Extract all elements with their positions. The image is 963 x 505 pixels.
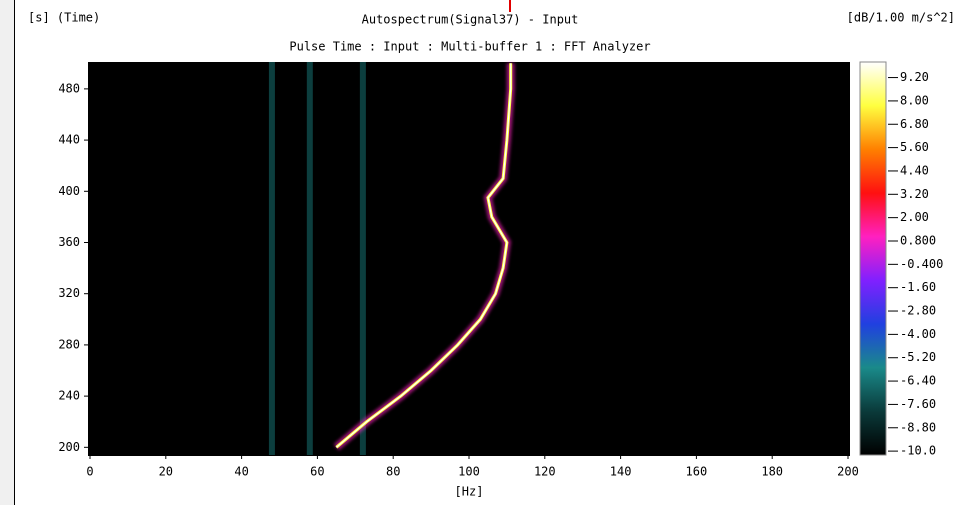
ridge-core <box>335 63 512 448</box>
colorbar-tick-label: 4.40 <box>900 163 929 177</box>
x-tick-label: 200 <box>837 465 859 479</box>
x-tick-label: 140 <box>610 465 632 479</box>
x-axis-label: [Hz] <box>455 485 484 499</box>
colorbar-tick-label: -8.80 <box>900 420 936 434</box>
y-tick-label: 480 <box>58 81 80 95</box>
colorbar-tick-label: -2.80 <box>900 304 936 318</box>
window-edge <box>0 0 14 505</box>
colorbar-tick-label: 8.00 <box>900 93 929 107</box>
x-tick-label: 100 <box>458 465 480 479</box>
x-tick-label: 60 <box>310 465 324 479</box>
x-tick-label: 120 <box>534 465 556 479</box>
colorbar-tick-label: 2.00 <box>900 210 929 224</box>
colorbar-tick-label: 3.20 <box>900 187 929 201</box>
y-tick-label: 400 <box>58 184 80 198</box>
harmonic-band <box>268 62 275 455</box>
x-tick-label: 80 <box>386 465 400 479</box>
plot-area <box>88 62 850 455</box>
y-tick-label: 240 <box>58 389 80 403</box>
colorbar-tick-label: -0.400 <box>900 257 943 271</box>
colorbar-tick-label: -5.20 <box>900 350 936 364</box>
y-tick-label: 200 <box>58 440 80 454</box>
colorbar-tick-label: 9.20 <box>900 70 929 84</box>
colorbar-tick-label: 0.800 <box>900 233 936 247</box>
x-tick-label: 40 <box>234 465 248 479</box>
y-tick-label: 320 <box>58 286 80 300</box>
colorbar-tick-label: -7.60 <box>900 397 936 411</box>
colorbar-tick-label: -10.0 <box>900 444 936 458</box>
colorbar-tick-label: -1.60 <box>900 280 936 294</box>
y-tick-label: 440 <box>58 133 80 147</box>
y-axis-label: [s] (Time) <box>28 11 100 25</box>
harmonic-band <box>306 62 313 455</box>
chart-title: Autospectrum(Signal37) - Input <box>362 13 579 27</box>
x-tick-label: 20 <box>159 465 173 479</box>
colorbar <box>859 61 887 456</box>
colorbar-tick-label: -6.40 <box>900 374 936 388</box>
colorbar-tick-label: 5.60 <box>900 140 929 154</box>
harmonic-band <box>359 62 366 455</box>
x-tick-label: 160 <box>686 465 708 479</box>
y-tick-label: 280 <box>58 337 80 351</box>
colorbar-tick-label: 6.80 <box>900 117 929 131</box>
x-tick-label: 180 <box>761 465 783 479</box>
chart-subtitle: Pulse Time : Input : Multi-buffer 1 : FF… <box>289 40 650 54</box>
y-tick-label: 360 <box>58 235 80 249</box>
colorbar-label: [dB/1.00 m/s^2] <box>847 11 955 25</box>
colorbar-tick-label: -4.00 <box>900 327 936 341</box>
x-tick-label: 0 <box>86 465 93 479</box>
